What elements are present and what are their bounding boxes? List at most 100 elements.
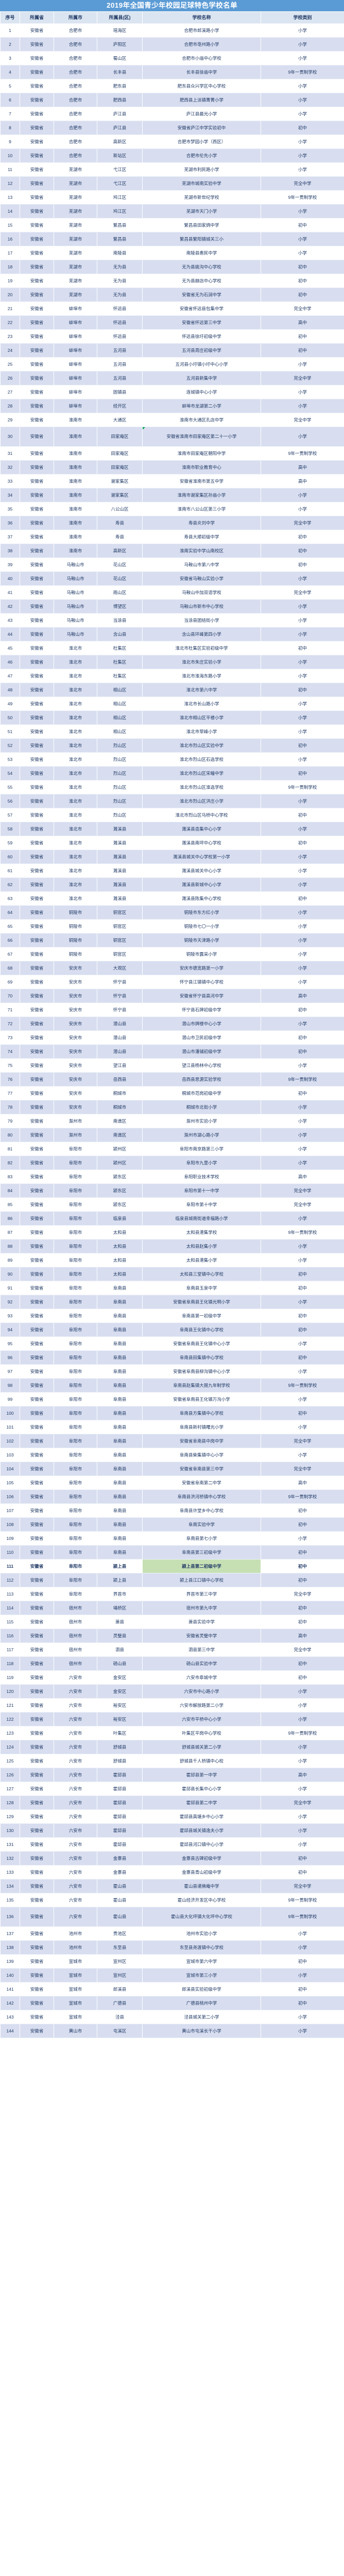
cell-index: 76 bbox=[0, 1072, 20, 1087]
cell-county: 庐阳区 bbox=[97, 37, 143, 52]
cell-school-type: 完全中学 bbox=[261, 371, 344, 385]
cell-index: 124 bbox=[0, 1740, 20, 1754]
cell-index: 12 bbox=[0, 176, 20, 191]
table-row: 107 安徽省 阜阳市 阜南县 阜南县许堂乡中心学校 初中 bbox=[0, 1503, 344, 1518]
cell-school-name: 金寨县古碑初级中学 bbox=[142, 1851, 261, 1866]
table-row: 130 安徽省 六安市 霍邱县 霍邱县城关镇逸夫小学 小学 bbox=[0, 1823, 344, 1838]
cell-county: 阜南县 bbox=[97, 1517, 143, 1532]
cell-province: 安徽省 bbox=[20, 1768, 54, 1782]
cell-index: 138 bbox=[0, 1940, 20, 1955]
cell-index: 58 bbox=[0, 822, 20, 836]
cell-province: 安徽省 bbox=[20, 1183, 54, 1198]
cell-county: 阜南县 bbox=[97, 1323, 143, 1337]
cell-city: 安庆市 bbox=[54, 1003, 97, 1017]
cell-county: 大观区 bbox=[97, 961, 143, 975]
cell-index: 115 bbox=[0, 1615, 20, 1629]
cell-school-name: 淮北市第六中学 bbox=[142, 683, 261, 697]
cell-school-type: 小学 bbox=[261, 93, 344, 107]
table-row: 89 安徽省 阜阳市 太和县 太和县港集小学 小学 bbox=[0, 1253, 344, 1267]
table-row: 99 安徽省 阜阳市 阜南县 安徽省阜南县王化镇万沟小学 小学 bbox=[0, 1392, 344, 1406]
cell-index: 16 bbox=[0, 232, 20, 246]
cell-school-type: 初中 bbox=[261, 121, 344, 135]
cell-province: 安徽省 bbox=[20, 1336, 54, 1351]
cell-school-type: 高中 bbox=[261, 1768, 344, 1782]
cell-city: 合肥市 bbox=[54, 79, 97, 93]
cell-county: 濉溪县 bbox=[97, 863, 143, 878]
cell-school-type: 初中 bbox=[261, 343, 344, 358]
cell-school-type: 初中 bbox=[261, 557, 344, 572]
cell-city: 淮南市 bbox=[54, 427, 97, 447]
cell-county: 霍邱县 bbox=[97, 1782, 143, 1796]
cell-city: 阜阳市 bbox=[54, 1309, 97, 1323]
cell-province: 安徽省 bbox=[20, 1058, 54, 1073]
cell-province: 安徽省 bbox=[20, 371, 54, 385]
cell-city: 合肥市 bbox=[54, 148, 97, 163]
cell-county: 五河县 bbox=[97, 343, 143, 358]
cell-school-type: 小学 bbox=[261, 863, 344, 878]
cell-city: 阜阳市 bbox=[54, 1545, 97, 1560]
cell-city: 六安市 bbox=[54, 1726, 97, 1740]
cell-city: 六安市 bbox=[54, 1879, 97, 1893]
cell-province: 安徽省 bbox=[20, 79, 54, 93]
cell-school-type: 小学 bbox=[261, 2010, 344, 2024]
table-row: 139 安徽省 宣城市 宣州区 宣城市第六中学 初中 bbox=[0, 1954, 344, 1969]
cell-school-type: 小学 bbox=[261, 1684, 344, 1699]
cell-school-type: 小学 bbox=[261, 933, 344, 947]
cell-school-type: 9年一贯制学校 bbox=[261, 65, 344, 79]
cell-county: 含山县 bbox=[97, 627, 143, 641]
cell-index: 144 bbox=[0, 2024, 20, 2038]
cell-school-type: 小学 bbox=[261, 1114, 344, 1128]
cell-index: 119 bbox=[0, 1670, 20, 1685]
cell-school-type: 小学 bbox=[261, 502, 344, 516]
cell-county: 东至县 bbox=[97, 1940, 143, 1955]
cell-county: 肥西县 bbox=[97, 93, 143, 107]
cell-index: 47 bbox=[0, 669, 20, 683]
cell-province: 安徽省 bbox=[20, 738, 54, 753]
cell-index: 142 bbox=[0, 1996, 20, 2010]
cell-city: 阜阳市 bbox=[54, 1434, 97, 1448]
table-row: 20 安徽省 芜湖市 无为县 安徽省无为石涧中学 初中 bbox=[0, 287, 344, 302]
cell-index: 64 bbox=[0, 905, 20, 920]
cell-school-type: 高中 bbox=[261, 1170, 344, 1184]
cell-school-name: 桐城市范岗初级中学 bbox=[142, 1086, 261, 1100]
cell-city: 马鞍山市 bbox=[54, 599, 97, 614]
cell-city: 阜阳市 bbox=[54, 1156, 97, 1170]
table-row: 77 安徽省 安庆市 桐城市 桐城市范岗初级中学 初中 bbox=[0, 1086, 344, 1100]
cell-county: 郎溪县 bbox=[97, 1982, 143, 1996]
cell-school-name: 安徽省阜南县柳沟镇中心小学 bbox=[142, 1364, 261, 1379]
cell-school-name: 阜阳市第十一中学 bbox=[142, 1183, 261, 1198]
cell-county: 埇桥区 bbox=[97, 1601, 143, 1615]
cell-school-type: 小学 bbox=[261, 1926, 344, 1941]
cell-province: 安徽省 bbox=[20, 37, 54, 52]
cell-school-name: 阜南县方集镇中心学校 bbox=[142, 1406, 261, 1420]
cell-city: 阜阳市 bbox=[54, 1281, 97, 1295]
cell-county: 寿县 bbox=[97, 516, 143, 530]
cell-province: 安徽省 bbox=[20, 1698, 54, 1713]
cell-school-type: 初中 bbox=[261, 1954, 344, 1969]
cell-county: 杜集区 bbox=[97, 641, 143, 655]
cell-province: 安徽省 bbox=[20, 446, 54, 461]
cell-school-type: 小学 bbox=[261, 246, 344, 260]
cell-index: 13 bbox=[0, 190, 20, 205]
cell-province: 安徽省 bbox=[20, 232, 54, 246]
cell-county: 霍山县 bbox=[97, 1893, 143, 1907]
cell-school-type: 小学 bbox=[261, 975, 344, 989]
cell-school-type: 小学 bbox=[261, 627, 344, 641]
table-header: 序号 所属省 所属市 所属县(区) 学校名称 学校类别 bbox=[0, 11, 344, 24]
cell-school-type: 初中 bbox=[261, 1982, 344, 1996]
cell-index: 41 bbox=[0, 585, 20, 600]
cell-province: 安徽省 bbox=[20, 148, 54, 163]
cell-index: 49 bbox=[0, 697, 20, 711]
cell-index: 111 bbox=[0, 1559, 20, 1573]
cell-county: 阜南县 bbox=[97, 1295, 143, 1309]
cell-county: 谢家集区 bbox=[97, 488, 143, 502]
cell-school-name: 郎溪县实验初级中学 bbox=[142, 1982, 261, 1996]
cell-school-name: 阜阳职业技术学校 bbox=[142, 1170, 261, 1184]
cell-school-name: 安徽省淮南市第五中学 bbox=[142, 474, 261, 488]
cell-school-name: 淮南实验中学山南校区 bbox=[142, 544, 261, 558]
cell-county: 阜南县 bbox=[97, 1378, 143, 1393]
cell-city: 铜陵市 bbox=[54, 947, 97, 961]
table-row: 87 安徽省 阜阳市 太和县 太和县港集学校 9年一贯制学校 bbox=[0, 1225, 344, 1240]
cell-index: 51 bbox=[0, 724, 20, 739]
cell-city: 合肥市 bbox=[54, 134, 97, 149]
